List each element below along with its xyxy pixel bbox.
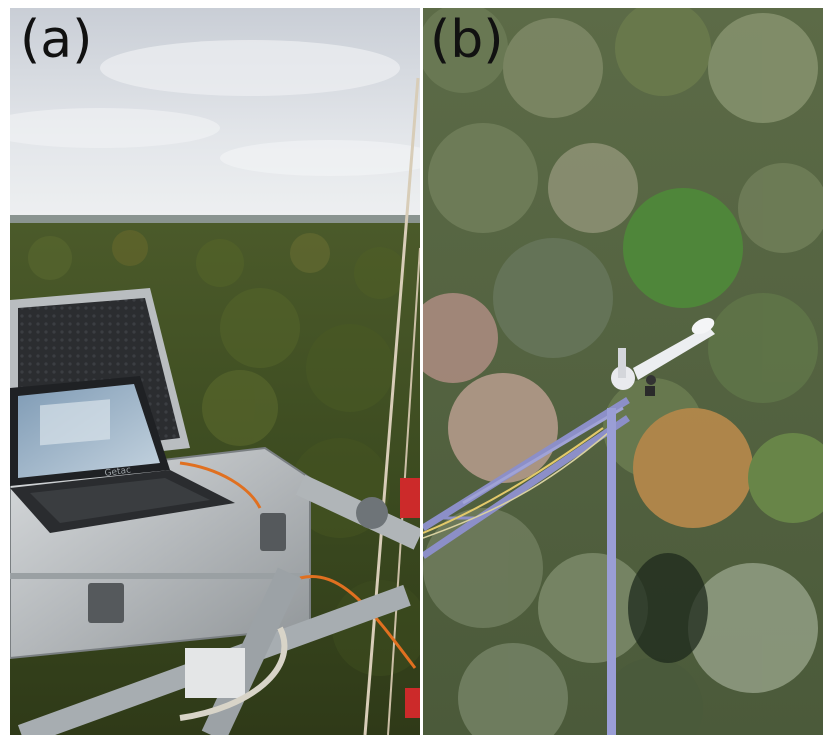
boom-canopy-scene (423, 8, 823, 735)
panel-label-b: (b) (430, 10, 504, 70)
tower-laptop-scene: Getac (10, 8, 420, 735)
instrument-boom (423, 397, 630, 559)
vertical-mast (607, 408, 616, 735)
sonic-anemometer (611, 317, 715, 396)
panel-a-photo: Getac (a) (10, 8, 420, 735)
laptop: Getac (10, 376, 235, 533)
tower-rope (363, 77, 420, 735)
svg-text:Getac: Getac (104, 465, 132, 479)
panel-b-photo: (b) (423, 8, 823, 735)
panel-label-a: (a) (20, 10, 93, 70)
orange-cable (179, 461, 417, 669)
case-latch (260, 513, 286, 551)
